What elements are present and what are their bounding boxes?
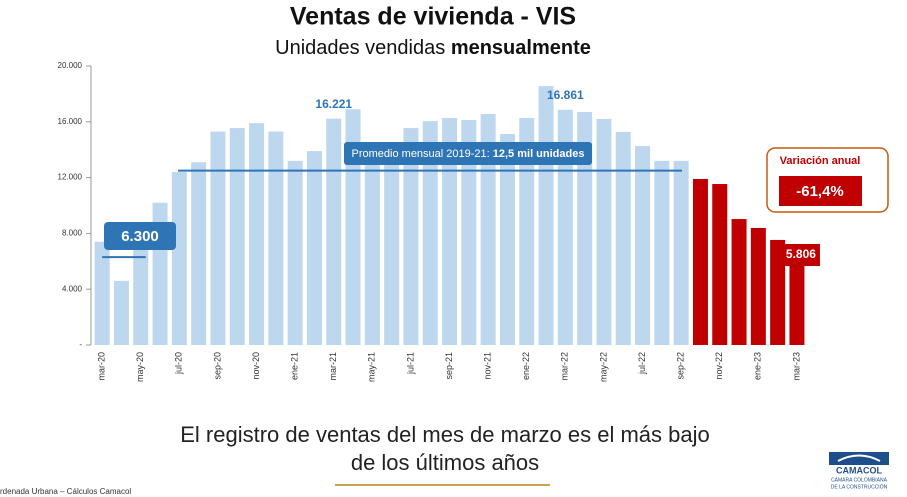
y-tick-label: - xyxy=(79,340,82,349)
bar xyxy=(345,109,361,346)
bar xyxy=(635,146,651,345)
bar xyxy=(461,119,477,345)
source: rdenada Urbana – Cálculos Camacol xyxy=(0,487,131,496)
bar xyxy=(306,151,322,345)
bar xyxy=(615,131,631,345)
bar xyxy=(403,128,419,345)
x-tick-label: mar-23 xyxy=(791,352,801,381)
x-tick-label: sep-21 xyxy=(444,352,454,380)
bar xyxy=(171,172,187,345)
x-tick-label: mar-20 xyxy=(97,352,107,381)
bar xyxy=(442,118,458,345)
y-tick-label: 4.000 xyxy=(62,284,83,293)
bar xyxy=(268,131,284,345)
x-tick-label: nov-21 xyxy=(483,352,493,380)
bar xyxy=(422,121,438,345)
bar xyxy=(654,160,670,345)
bar xyxy=(94,241,110,345)
callout-value-box xyxy=(779,176,862,206)
x-tick-label: ene-22 xyxy=(521,352,531,380)
subtitle-regular: Unidades vendidas xyxy=(275,37,451,59)
bar xyxy=(384,156,400,345)
bar xyxy=(364,163,380,345)
subtitle-bold: mensualmente xyxy=(451,37,591,59)
x-tick-label: nov-22 xyxy=(714,352,724,380)
x-tick-label: ene-21 xyxy=(290,352,300,380)
bar xyxy=(113,280,129,345)
x-tick-label: sep-22 xyxy=(676,352,686,380)
reference-label-emphasis: 12,5 mil unidades xyxy=(493,148,585,160)
y-tick-label: 12.000 xyxy=(58,173,83,182)
footer-line: El registro de ventas del mes de marzo e… xyxy=(180,422,709,447)
y-tick-label: 8.000 xyxy=(62,229,83,238)
logo-line: DE LA CONSTRUCCIÓN xyxy=(831,483,888,490)
bar xyxy=(287,160,303,345)
bar xyxy=(750,227,766,345)
reference-box xyxy=(104,222,176,250)
x-tick-label: may-20 xyxy=(135,352,145,382)
bar xyxy=(712,184,728,345)
bar xyxy=(229,128,245,345)
callout-title: Variación anual xyxy=(780,155,861,167)
x-tick-label: jul-20 xyxy=(174,352,184,375)
bar xyxy=(519,118,535,345)
logo-mark xyxy=(829,452,889,465)
logo-arc xyxy=(837,454,881,462)
reference-label: 6.300 xyxy=(121,228,159,245)
logo-line: CÁMARA COLOMBIANA xyxy=(831,476,888,483)
data-label-box xyxy=(781,244,820,267)
bar xyxy=(249,123,265,345)
bar xyxy=(789,264,805,345)
bar xyxy=(480,113,496,345)
x-tick-label: nov-20 xyxy=(251,352,261,380)
x-tick-label: may-21 xyxy=(367,352,377,382)
reference-label: Promedio mensual 2019-21: 12,5 mil unida… xyxy=(352,148,585,160)
y-tick-label: 16.000 xyxy=(58,117,83,126)
bar xyxy=(731,219,747,345)
bar xyxy=(692,178,708,345)
bar xyxy=(770,239,786,345)
x-tick-label: sep-20 xyxy=(212,352,222,380)
bar xyxy=(326,118,342,346)
x-tick-label: mar-21 xyxy=(328,352,338,381)
bar xyxy=(210,131,226,345)
logo-name: CAMACOL xyxy=(836,465,882,475)
bar xyxy=(596,119,612,345)
data-label: 16.861 xyxy=(547,88,584,102)
y-tick-label: 20.000 xyxy=(58,61,83,70)
x-tick-label: jul-21 xyxy=(405,352,415,375)
footer-line: de los últimos años xyxy=(351,450,539,475)
x-tick-label: ene-23 xyxy=(753,352,763,380)
bar xyxy=(499,134,515,345)
x-tick-label: jul-22 xyxy=(637,352,647,375)
bar xyxy=(133,243,149,345)
reference-label-text: Promedio mensual 2019-21: xyxy=(352,148,493,160)
bar xyxy=(557,109,573,345)
bar xyxy=(191,162,207,345)
chart-title: Ventas de vivienda - VIS xyxy=(290,3,576,31)
x-tick-label: mar-22 xyxy=(560,352,570,381)
reference-box xyxy=(344,142,592,165)
chart-subtitle: Unidades vendidas mensualmente xyxy=(275,37,591,59)
bar xyxy=(538,86,554,345)
x-tick-label: may-22 xyxy=(598,352,608,382)
data-label: 16.221 xyxy=(315,97,352,111)
data-label: 5.806 xyxy=(786,247,816,261)
callout-value: -61,4% xyxy=(796,183,844,200)
bar xyxy=(673,160,689,345)
